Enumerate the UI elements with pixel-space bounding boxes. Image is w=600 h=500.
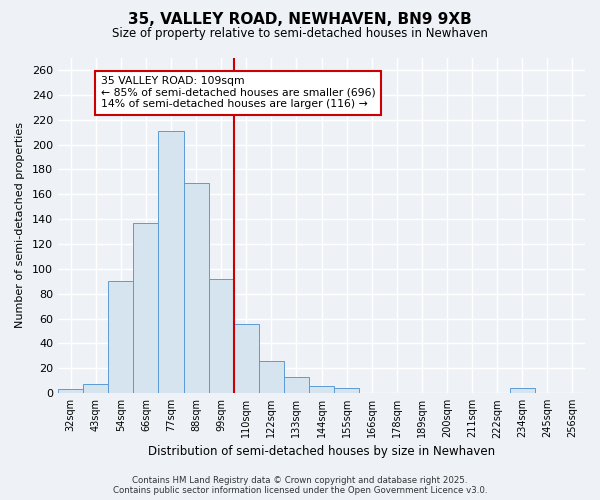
Bar <box>58 390 83 393</box>
Bar <box>284 377 309 393</box>
Bar <box>259 361 284 393</box>
Bar <box>83 384 108 393</box>
Bar <box>184 183 209 393</box>
Y-axis label: Number of semi-detached properties: Number of semi-detached properties <box>15 122 25 328</box>
Bar <box>108 282 133 393</box>
Bar <box>309 386 334 393</box>
Bar <box>209 279 234 393</box>
Bar <box>158 131 184 393</box>
Bar <box>510 388 535 393</box>
Text: Contains HM Land Registry data © Crown copyright and database right 2025.
Contai: Contains HM Land Registry data © Crown c… <box>113 476 487 495</box>
Bar <box>133 223 158 393</box>
Text: 35 VALLEY ROAD: 109sqm
← 85% of semi-detached houses are smaller (696)
14% of se: 35 VALLEY ROAD: 109sqm ← 85% of semi-det… <box>101 76 376 110</box>
X-axis label: Distribution of semi-detached houses by size in Newhaven: Distribution of semi-detached houses by … <box>148 444 495 458</box>
Bar <box>334 388 359 393</box>
Text: 35, VALLEY ROAD, NEWHAVEN, BN9 9XB: 35, VALLEY ROAD, NEWHAVEN, BN9 9XB <box>128 12 472 28</box>
Text: Size of property relative to semi-detached houses in Newhaven: Size of property relative to semi-detach… <box>112 28 488 40</box>
Bar <box>234 324 259 393</box>
